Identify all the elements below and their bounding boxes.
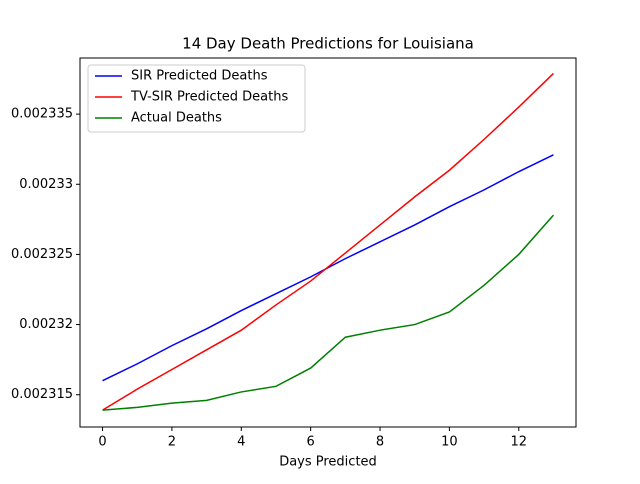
y-tick-label: 0.002315 (11, 387, 73, 402)
x-tick-label: 12 (510, 435, 527, 450)
legend-label: SIR Predicted Deaths (131, 69, 268, 84)
legend-label: TV-SIR Predicted Deaths (130, 90, 288, 105)
legend-box (87, 64, 306, 133)
x-tick-label: 2 (168, 435, 176, 450)
y-tick-label: 0.002325 (11, 247, 73, 262)
x-tick-label: 0 (98, 435, 106, 450)
y-tick-label: 0.00232 (19, 317, 73, 332)
x-tick-label: 6 (307, 435, 315, 450)
plot-frame (79, 57, 577, 428)
y-tick-label: 0.002335 (11, 107, 73, 122)
y-tick-label: 0.00233 (19, 177, 73, 192)
x-tick-label: 4 (237, 435, 245, 450)
chart-title: 14 Day Death Predictions for Louisiana (182, 35, 474, 53)
x-tick-label: 8 (376, 435, 384, 450)
x-tick-label: 10 (441, 435, 458, 450)
x-axis-label: Days Predicted (279, 455, 377, 470)
legend-label: Actual Deaths (131, 111, 222, 126)
line (102, 72, 554, 411)
line (102, 214, 555, 411)
